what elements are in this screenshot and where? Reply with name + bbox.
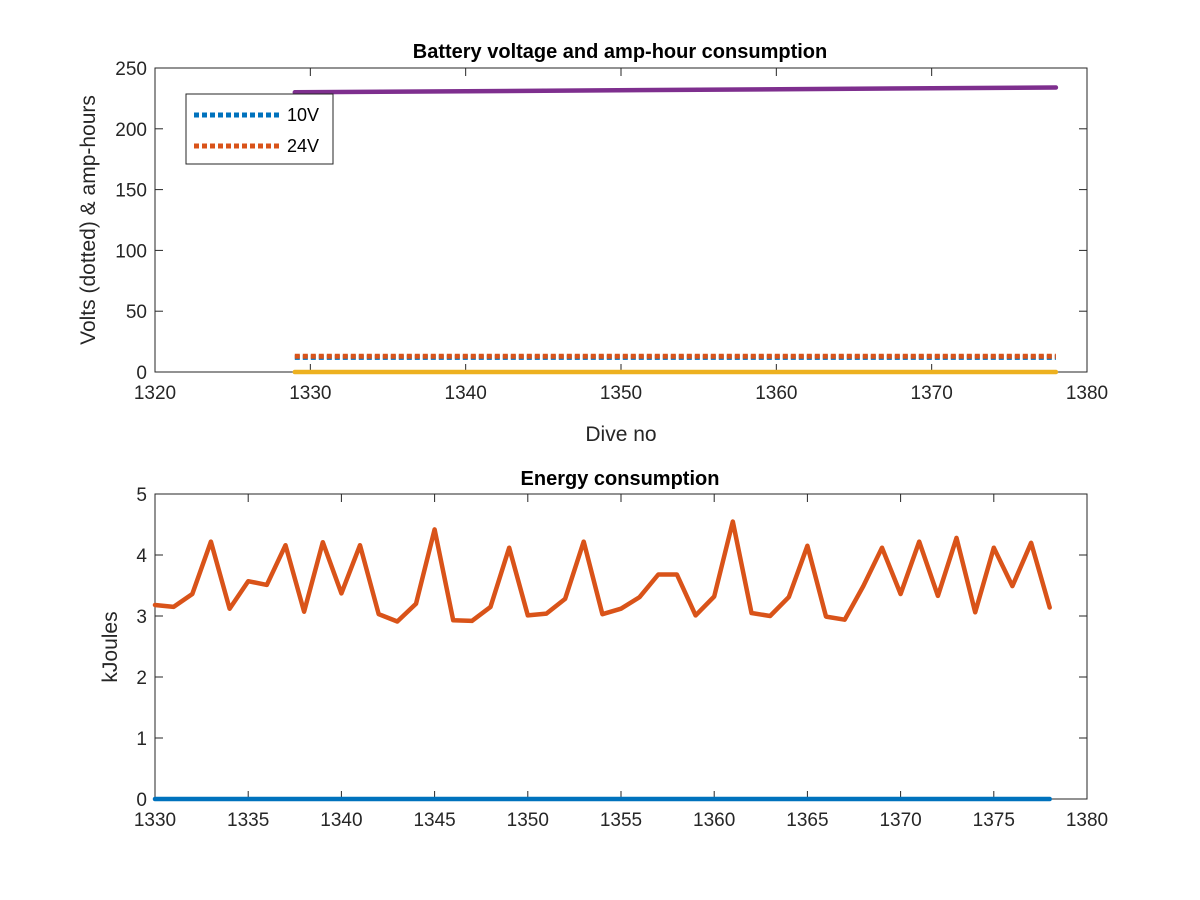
bottom-chart-xtick-label: 1345 <box>413 810 455 831</box>
bottom-chart-axes-box <box>154 493 1088 800</box>
top-chart-xtick-label: 1330 <box>289 383 331 404</box>
bottom-chart-ytick-label: 3 <box>136 607 147 628</box>
bottom-chart-ytick-label: 4 <box>136 546 147 567</box>
bottom-chart-ytick-label: 0 <box>136 790 147 811</box>
top-chart-xtick-label: 1360 <box>755 383 797 404</box>
bottom-chart-title: Energy consumption <box>521 468 720 490</box>
top-chart-xtick-label: 1320 <box>134 383 176 404</box>
bottom-chart-series-1-line <box>152 519 1052 624</box>
bottom-chart-xtick-label: 1335 <box>227 810 269 831</box>
bottom-chart: Energy consumption 1330 1335 1340 1345 1350 1… <box>99 468 1108 831</box>
top-chart-xtick-label: 1340 <box>445 383 487 404</box>
bottom-chart-xtick-label: 1365 <box>786 810 828 831</box>
bottom-chart-xtick-label: 1355 <box>600 810 642 831</box>
bottom-chart-ytick-label: 2 <box>136 668 147 689</box>
top-chart-series <box>292 85 1059 375</box>
top-chart-ytick-label: 100 <box>115 241 147 262</box>
legend-label-10v: 10V <box>287 105 319 125</box>
bottom-chart-xtick-label: 1340 <box>320 810 362 831</box>
top-chart-ytick-label: 250 <box>115 59 147 80</box>
bottom-chart-ylabel: kJoules <box>99 611 122 682</box>
top-chart-xtick-label: 1380 <box>1066 383 1108 404</box>
top-chart-ytick-label: 50 <box>126 302 147 323</box>
top-chart-series-3-line <box>292 85 1059 95</box>
bottom-chart-xtick-label: 1375 <box>973 810 1015 831</box>
bottom-chart-ytick-label: 1 <box>136 729 147 750</box>
top-chart-legend: 10V 24V <box>185 93 334 165</box>
legend-box <box>185 93 334 165</box>
top-chart-ytick-label: 150 <box>115 181 147 202</box>
top-chart-title: Battery voltage and amp-hour consumption <box>413 41 827 63</box>
top-chart-xtick-label: 1350 <box>600 383 642 404</box>
bottom-chart-xtick-label: 1370 <box>879 810 921 831</box>
top-chart-ytick-label: 200 <box>115 120 147 141</box>
bottom-chart-xtick-label: 1330 <box>134 810 176 831</box>
top-chart-ytick-label: 0 <box>136 363 147 384</box>
bottom-chart-ticks: 1330 1335 1340 1345 1350 1355 1360 1365 1370 1375… <box>134 485 1108 831</box>
top-chart-ylabel: Volts (dotted) & amp-hours <box>77 95 100 345</box>
top-chart-xtick-label: 1370 <box>911 383 953 404</box>
top-chart: Battery voltage and amp-hour consumption… <box>77 41 1108 446</box>
top-chart-xlabel: Dive no <box>585 423 656 446</box>
bottom-chart-xtick-label: 1360 <box>693 810 735 831</box>
bottom-chart-xtick-label: 1380 <box>1066 810 1108 831</box>
bottom-chart-series <box>152 519 1052 802</box>
bottom-chart-ytick-label: 5 <box>136 485 147 506</box>
bottom-chart-xtick-label: 1350 <box>507 810 549 831</box>
legend-label-24v: 24V <box>287 136 319 156</box>
top-chart-ticks: 1320 1330 1340 1350 1360 1370 1380 0 50 100 150 200… <box>115 59 1108 404</box>
